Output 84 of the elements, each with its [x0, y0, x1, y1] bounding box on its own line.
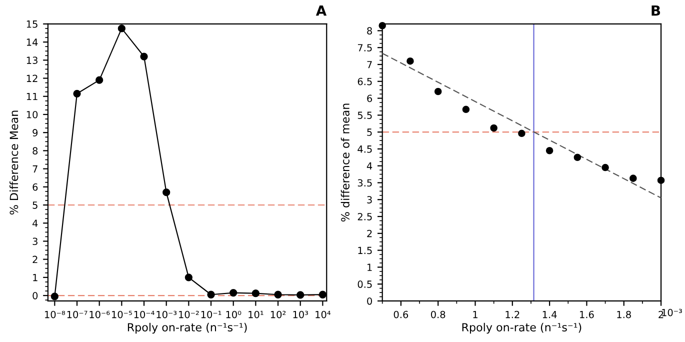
y-tick-label: 0.5 — [358, 280, 372, 288]
point — [207, 290, 215, 298]
point — [96, 76, 104, 84]
point — [274, 290, 282, 298]
y-tick-label: 3.5 — [358, 179, 372, 187]
y-tick-label: 5 — [32, 202, 38, 209]
x-tick-label: 1 — [473, 310, 478, 318]
y-tick-label: 4 — [366, 162, 372, 170]
point — [318, 290, 327, 298]
x-tick-label: 0.6 — [394, 310, 408, 318]
point — [184, 274, 192, 282]
point — [657, 176, 665, 184]
y-tick-label: 13 — [26, 56, 38, 64]
y-tick-label: 8 — [367, 27, 372, 35]
x-tick-label: 10⁰ — [226, 310, 242, 318]
y-tick-label: 0 — [367, 297, 372, 305]
point — [162, 188, 170, 196]
x-tick-label: 10¹ — [248, 310, 264, 318]
chart-title: A — [316, 5, 327, 16]
x-tick-label: 0.8 — [431, 310, 446, 318]
point — [574, 154, 582, 162]
y-tick-label: 1.5 — [358, 246, 372, 254]
x-tick-label: 10⁻⁷ — [67, 310, 88, 318]
y-tick-label: 5 — [367, 128, 372, 136]
x-tick-label: 10⁻¹ — [201, 310, 222, 318]
y-tick-label: 4.5 — [358, 146, 372, 153]
point — [230, 288, 238, 297]
x-tick-label: 10⁻² — [179, 310, 199, 318]
point — [252, 290, 260, 298]
y-tick-label: 1 — [368, 264, 372, 271]
y-tick-label: 6.5 — [358, 78, 372, 86]
y-tick-label: 10 — [26, 110, 38, 118]
point — [434, 88, 442, 96]
x-tick-label: 10⁻⁵ — [112, 310, 132, 318]
y-tick-label: 7 — [32, 165, 38, 172]
y-tick-label: 8 — [32, 147, 38, 155]
y-tick-label: 15 — [26, 20, 38, 28]
x-axis-title: Rpoly on-rate (n⁻¹s⁻¹) — [462, 322, 582, 334]
x-tick-label: 10⁻³ — [156, 310, 177, 318]
y-tick-label: 6 — [32, 183, 38, 191]
y-tick-label: 7 — [367, 61, 372, 68]
x-axis-title: Rpoly on-rate (n⁻¹s⁻¹) — [128, 322, 247, 334]
x-tick-label: 10⁻⁶ — [90, 310, 110, 318]
x-tick-label: 1.4 — [542, 310, 557, 318]
point — [462, 106, 470, 114]
point — [118, 24, 126, 32]
point — [73, 90, 81, 98]
x-tick-label: 1.2 — [506, 310, 520, 318]
y-tick-label: 2 — [367, 230, 372, 238]
point — [406, 57, 414, 65]
y-tick-label: 3 — [32, 238, 38, 246]
x-tick-label: 1.6 — [580, 310, 594, 318]
y-axis-title: % Difference Mean — [10, 110, 18, 215]
point — [602, 164, 609, 172]
y-tick-label: 3 — [367, 196, 372, 204]
y-tick-label: 6 — [367, 94, 372, 102]
y-tick-label: 9 — [32, 129, 38, 136]
y-tick-label: 14 — [26, 38, 38, 46]
y-tick-label: 4 — [32, 220, 38, 227]
point — [378, 22, 386, 30]
point — [140, 52, 148, 60]
x-tick-label: 10² — [270, 310, 286, 318]
y-tick-label: 2.5 — [358, 212, 372, 220]
x-tick-label: 10⁴ — [316, 310, 331, 318]
x-tick-label: 10⁻⁸ — [45, 310, 66, 318]
point — [518, 130, 526, 138]
x-tick-label: 2 — [658, 310, 664, 318]
point — [630, 174, 637, 182]
point — [546, 146, 554, 154]
y-tick-label: 2 — [32, 256, 38, 264]
x-tick-label: 1.8 — [617, 310, 631, 318]
y-tick-label: 5.5 — [358, 112, 372, 119]
y-tick-label: 0 — [32, 292, 38, 300]
chart-title: B — [652, 5, 660, 16]
y-tick-label: 11 — [26, 92, 38, 100]
point — [50, 292, 58, 300]
point — [490, 124, 498, 132]
y-tick-label: 1 — [33, 274, 38, 282]
x-tick-label: 10³ — [293, 310, 308, 318]
y-axis-title: % difference of mean — [340, 104, 350, 222]
point — [296, 291, 304, 299]
y-tick-label: 7.5 — [358, 44, 372, 52]
y-tick-label: 12 — [26, 74, 38, 82]
x-tick-label: 10⁻⁴ — [134, 310, 154, 318]
